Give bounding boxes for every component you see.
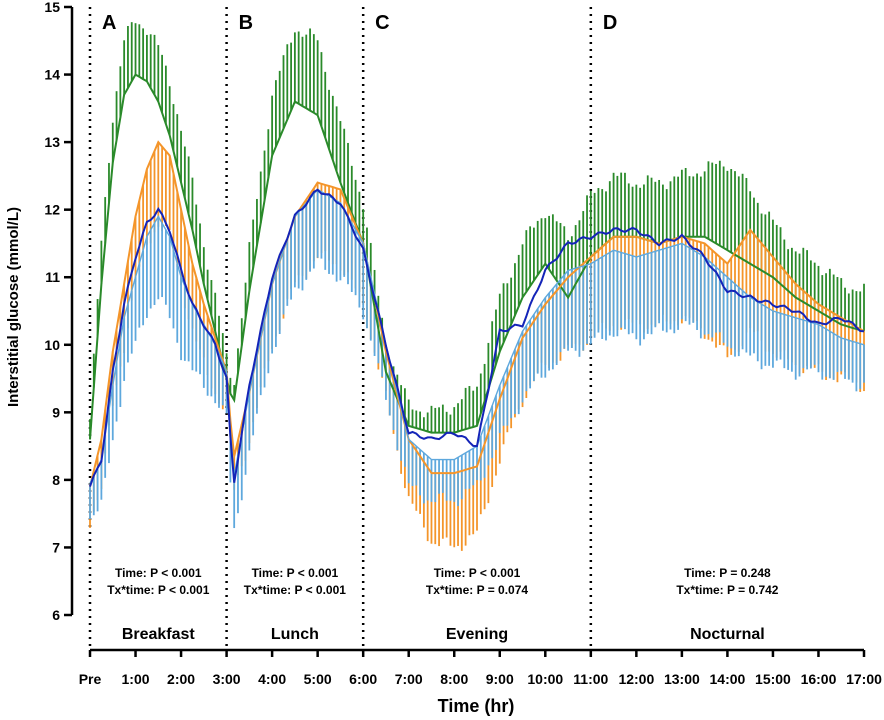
x-tick-label: 6:00 — [349, 671, 377, 687]
axes-layer: 6 7 8 9 10 11 12 13 14 15 Pre 1:00 2:00 3:00 4:00 5:00 6… — [44, 0, 882, 687]
panel-letter: D — [603, 12, 617, 34]
labels-layer: A Breakfast Time: P < 0.001 Tx*time: P < 0.… — [102, 12, 779, 643]
series-line-dark-blue — [89, 188, 865, 487]
panel-letter: C — [375, 12, 389, 34]
stat-time: Time: P < 0.001 — [434, 566, 521, 580]
stat-tx-time: Tx*time: P < 0.001 — [244, 583, 346, 597]
series-lines-layer — [89, 73, 865, 487]
y-tick-label: 7 — [52, 539, 60, 555]
panel-letter: B — [239, 12, 253, 34]
stat-time: Time: P < 0.001 — [115, 566, 202, 580]
x-tick-label: 11:00 — [573, 671, 608, 687]
error-bars-layer — [89, 22, 865, 551]
phase-label: Breakfast — [122, 626, 196, 643]
stat-tx-time: Tx*time: P < 0.001 — [107, 583, 209, 597]
series-line-orange — [89, 140, 865, 487]
phase-label: Lunch — [271, 626, 319, 643]
x-tick-label: 7:00 — [395, 671, 423, 687]
series-line-green — [89, 73, 865, 440]
stat-tx-time: Tx*time: P = 0.742 — [676, 583, 778, 597]
panel-letter: A — [102, 12, 116, 34]
error-bars-green — [89, 22, 865, 440]
x-tick-label: 14:00 — [710, 671, 746, 687]
y-tick-label: 13 — [44, 134, 60, 150]
stat-time: Time: P = 0.248 — [684, 566, 771, 580]
y-axis-title: Interstitial glucose (mmol/L) — [5, 207, 22, 407]
x-tick-label: 9:00 — [486, 671, 514, 687]
x-tick-label: 17:00 — [846, 671, 882, 687]
error-bars-light-blue — [89, 189, 865, 529]
x-tick-label: 10:00 — [527, 671, 563, 687]
x-tick-label: 1:00 — [122, 671, 150, 687]
y-tick-label: 10 — [44, 337, 60, 353]
stat-time: Time: P < 0.001 — [252, 566, 339, 580]
x-tick-label: 12:00 — [618, 671, 654, 687]
y-tick-label: 12 — [44, 202, 60, 218]
x-tick-label: 4:00 — [258, 671, 286, 687]
x-tick-label: Pre — [79, 671, 102, 687]
y-tick-label: 8 — [52, 472, 60, 488]
y-tick-label: 15 — [44, 0, 60, 15]
x-tick-label: 8:00 — [440, 671, 468, 687]
stat-tx-time: Tx*time: P = 0.074 — [426, 583, 528, 597]
y-tick-label: 11 — [45, 269, 60, 285]
y-tick-label: 14 — [44, 67, 60, 83]
phase-label: Nocturnal — [690, 626, 765, 643]
x-tick-label: 5:00 — [304, 671, 332, 687]
x-tick-label: 2:00 — [167, 671, 195, 687]
error-bars-orange — [89, 142, 865, 551]
x-tick-label: 13:00 — [664, 671, 700, 687]
x-axis-title: Time (hr) — [438, 696, 515, 716]
phase-label: Evening — [446, 626, 508, 643]
x-tick-label: 3:00 — [213, 671, 241, 687]
x-tick-label: 15:00 — [755, 671, 791, 687]
y-tick-label: 9 — [52, 404, 60, 420]
x-tick-label: 16:00 — [801, 671, 837, 687]
y-tick-label: 6 — [52, 607, 60, 623]
